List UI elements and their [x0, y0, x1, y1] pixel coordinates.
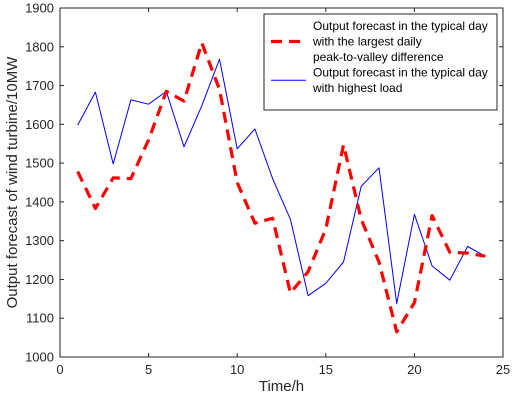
x-tick-label: 10 [230, 362, 244, 377]
y-tick-label: 1400 [25, 194, 54, 209]
x-axis-label: Time/h [259, 378, 304, 395]
x-tick-label: 20 [407, 362, 421, 377]
y-tick-label: 1300 [25, 233, 54, 248]
series-line-highest-load [77, 58, 486, 304]
series-line-peak-valley [76, 41, 486, 334]
y-tick-label: 1200 [25, 272, 54, 287]
x-tick-label: 25 [496, 362, 510, 377]
y-tick-label: 1000 [25, 350, 54, 365]
x-axis: 0 5 10 15 20 25 [56, 8, 510, 377]
y-tick-label: 1800 [25, 39, 54, 54]
y-tick-label: 1100 [26, 311, 54, 326]
y-tick-label: 1500 [25, 156, 54, 171]
legend-entry-text: Output forecast in the typical day [313, 66, 488, 80]
x-tick-label: 5 [145, 362, 152, 377]
x-tick-label: 15 [319, 362, 333, 377]
series-layer [76, 41, 486, 334]
legend-entry-text: with the largest daily [312, 35, 422, 49]
y-axis-label: Output forecast of wind turbine/10MW [4, 56, 21, 309]
y-tick-label: 1600 [25, 117, 54, 132]
y-tick-label: 1900 [25, 1, 54, 16]
legend-box [263, 13, 498, 111]
legend: Output forecast in the typical day with … [263, 13, 498, 111]
legend-entry-text: Output forecast in the typical day [313, 19, 488, 33]
y-axis: 1000 1100 1200 1300 1400 1500 1600 1700 1800 1900 [25, 1, 503, 365]
legend-entry-text: with highest load [312, 81, 402, 95]
x-tick-label: 0 [56, 362, 63, 377]
legend-entry-text: peak-to-valley difference [313, 50, 444, 64]
y-tick-label: 1700 [25, 78, 54, 93]
